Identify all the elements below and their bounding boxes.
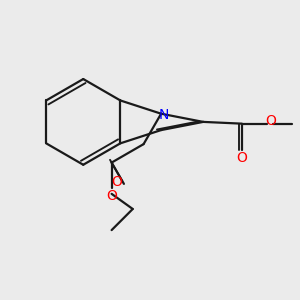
Text: O: O [236, 151, 247, 165]
Text: O: O [106, 189, 117, 202]
Text: O: O [265, 114, 276, 128]
Text: N: N [159, 109, 169, 122]
Text: O: O [112, 175, 122, 189]
